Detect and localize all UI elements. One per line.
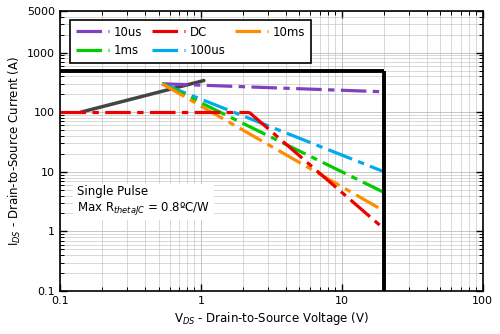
Legend: 10us, 1ms, DC, 100us, 10ms: 10us, 1ms, DC, 100us, 10ms: [70, 20, 311, 63]
X-axis label: V$_{DS}$ - Drain-to-Source Voltage (V): V$_{DS}$ - Drain-to-Source Voltage (V): [174, 310, 369, 327]
Text: Single Pulse
Max R$_{thetaJC}$ = 0.8ºC/W: Single Pulse Max R$_{thetaJC}$ = 0.8ºC/W: [77, 185, 210, 217]
Y-axis label: I$_{DS}$ - Drain-to-Source Current (A): I$_{DS}$ - Drain-to-Source Current (A): [7, 56, 23, 246]
